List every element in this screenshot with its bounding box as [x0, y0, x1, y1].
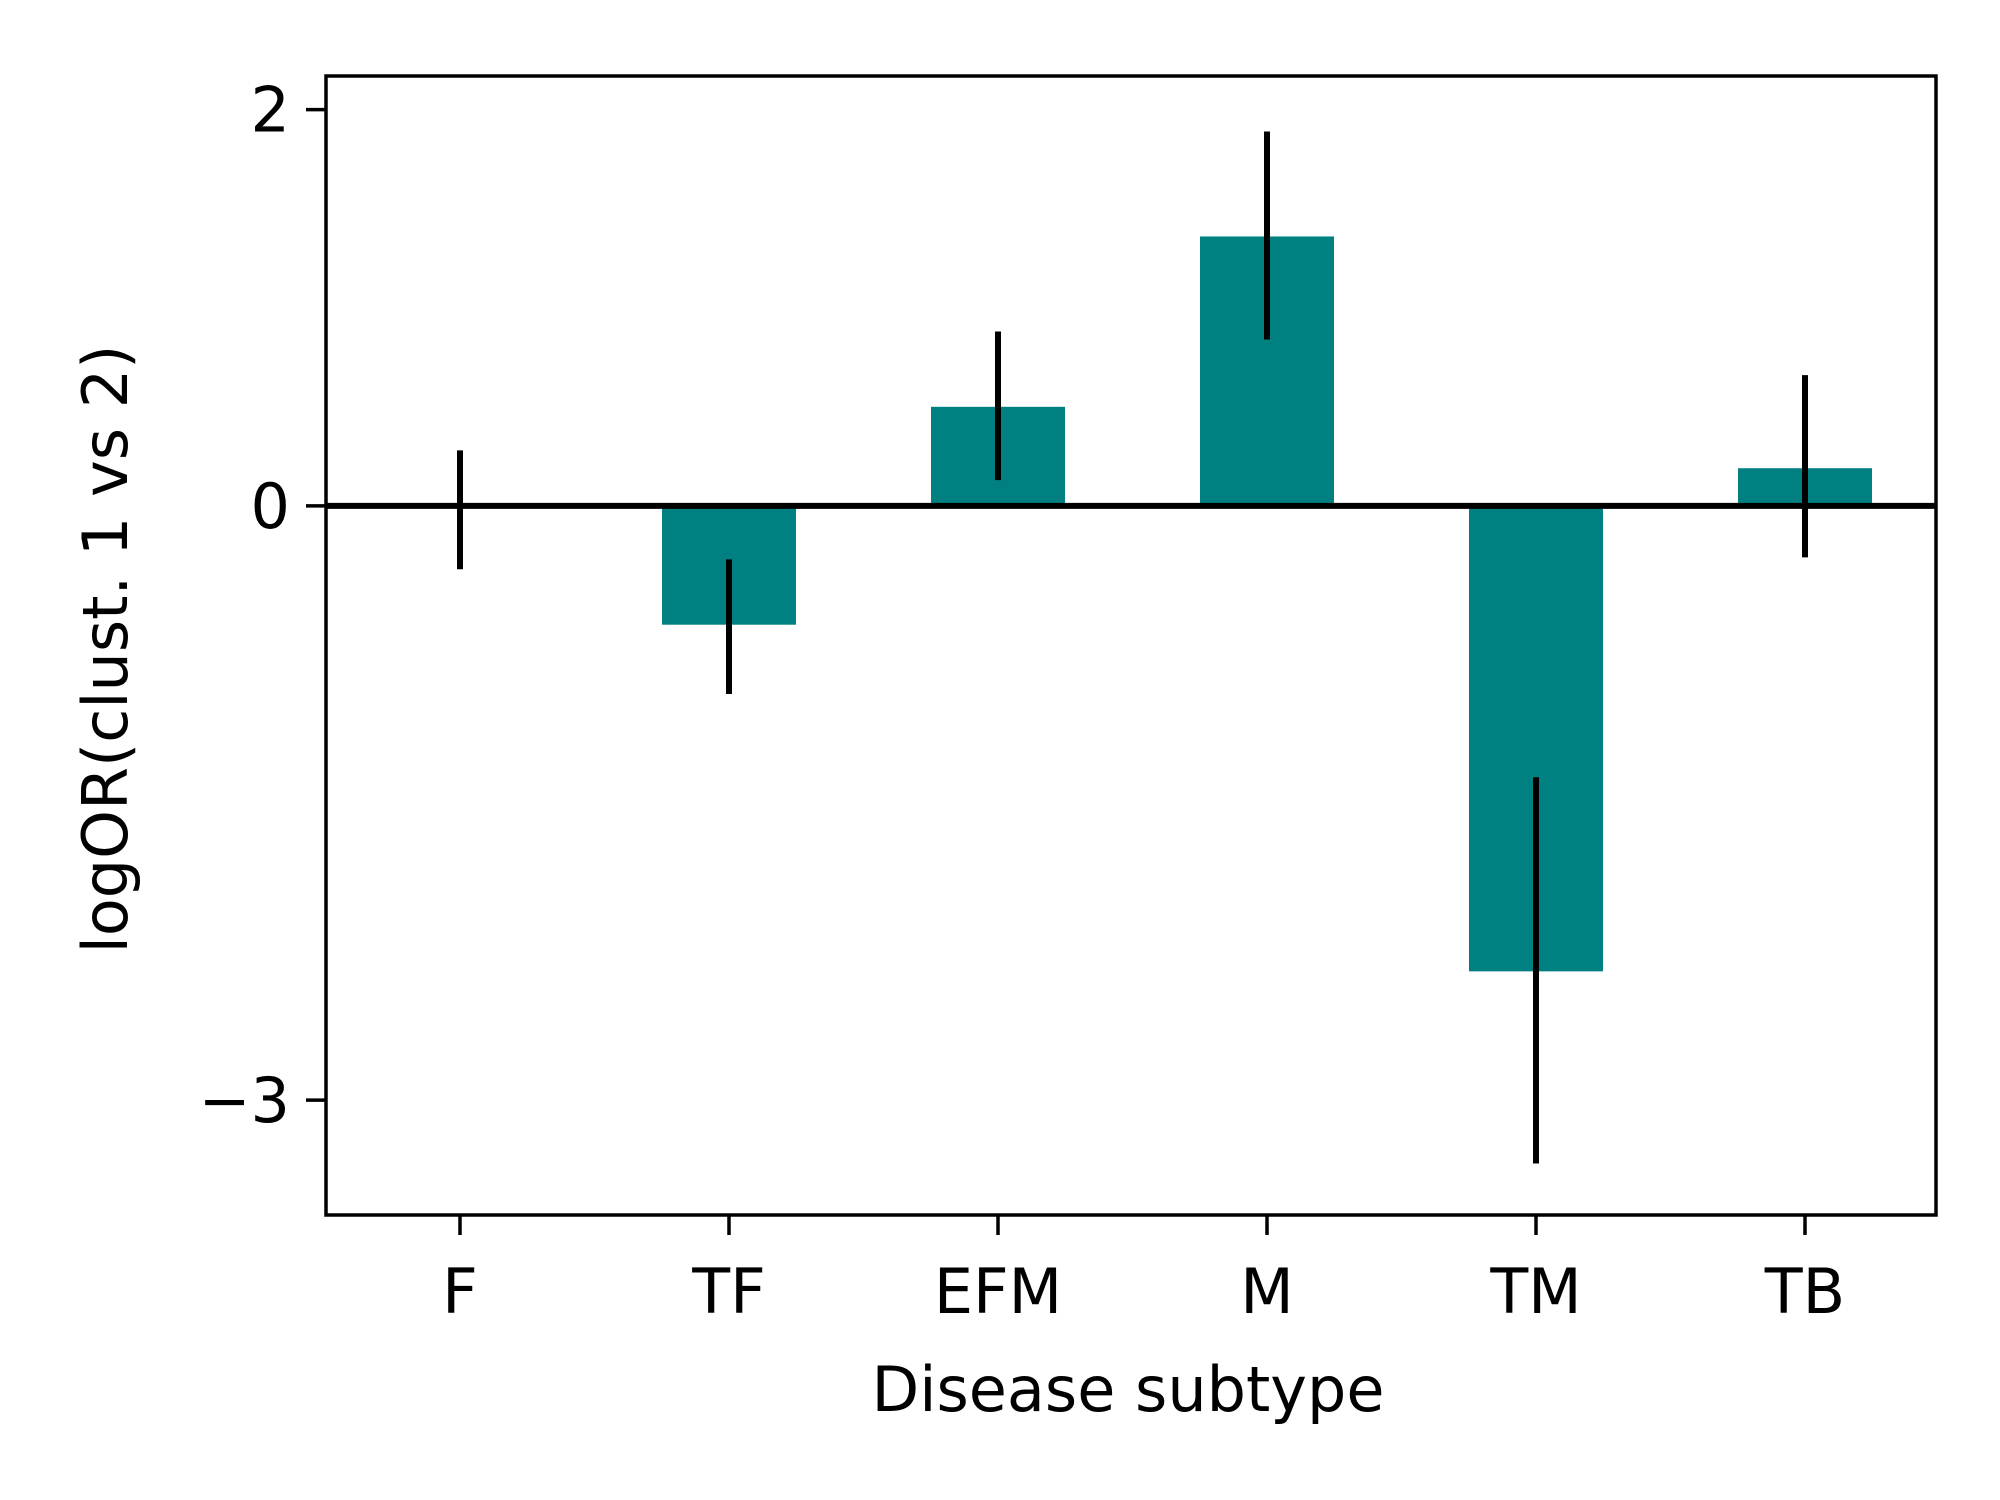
x-tick-label: F: [442, 1255, 478, 1328]
x-tick-label: TB: [1764, 1255, 1845, 1328]
x-axis-label: Disease subtype: [871, 1353, 1384, 1426]
x-ticks-group: F TF EFM M TM TB: [442, 1215, 1845, 1328]
x-tick-label: TM: [1489, 1255, 1581, 1328]
y-tick-label: 2: [251, 74, 290, 147]
plot-frame: [324, 74, 1938, 1217]
y-ticks-group: 2 0 −3: [199, 74, 326, 1137]
y-tick-label: 0: [251, 470, 290, 543]
y-axis-label: logOR(clust. 1 vs 2): [69, 345, 142, 954]
y-tick-label: −3: [199, 1064, 290, 1137]
x-tick-label: TF: [691, 1255, 766, 1328]
x-tick-label: EFM: [934, 1255, 1062, 1328]
error-bars-group: [457, 131, 1808, 1164]
x-tick-label: M: [1240, 1255, 1294, 1328]
